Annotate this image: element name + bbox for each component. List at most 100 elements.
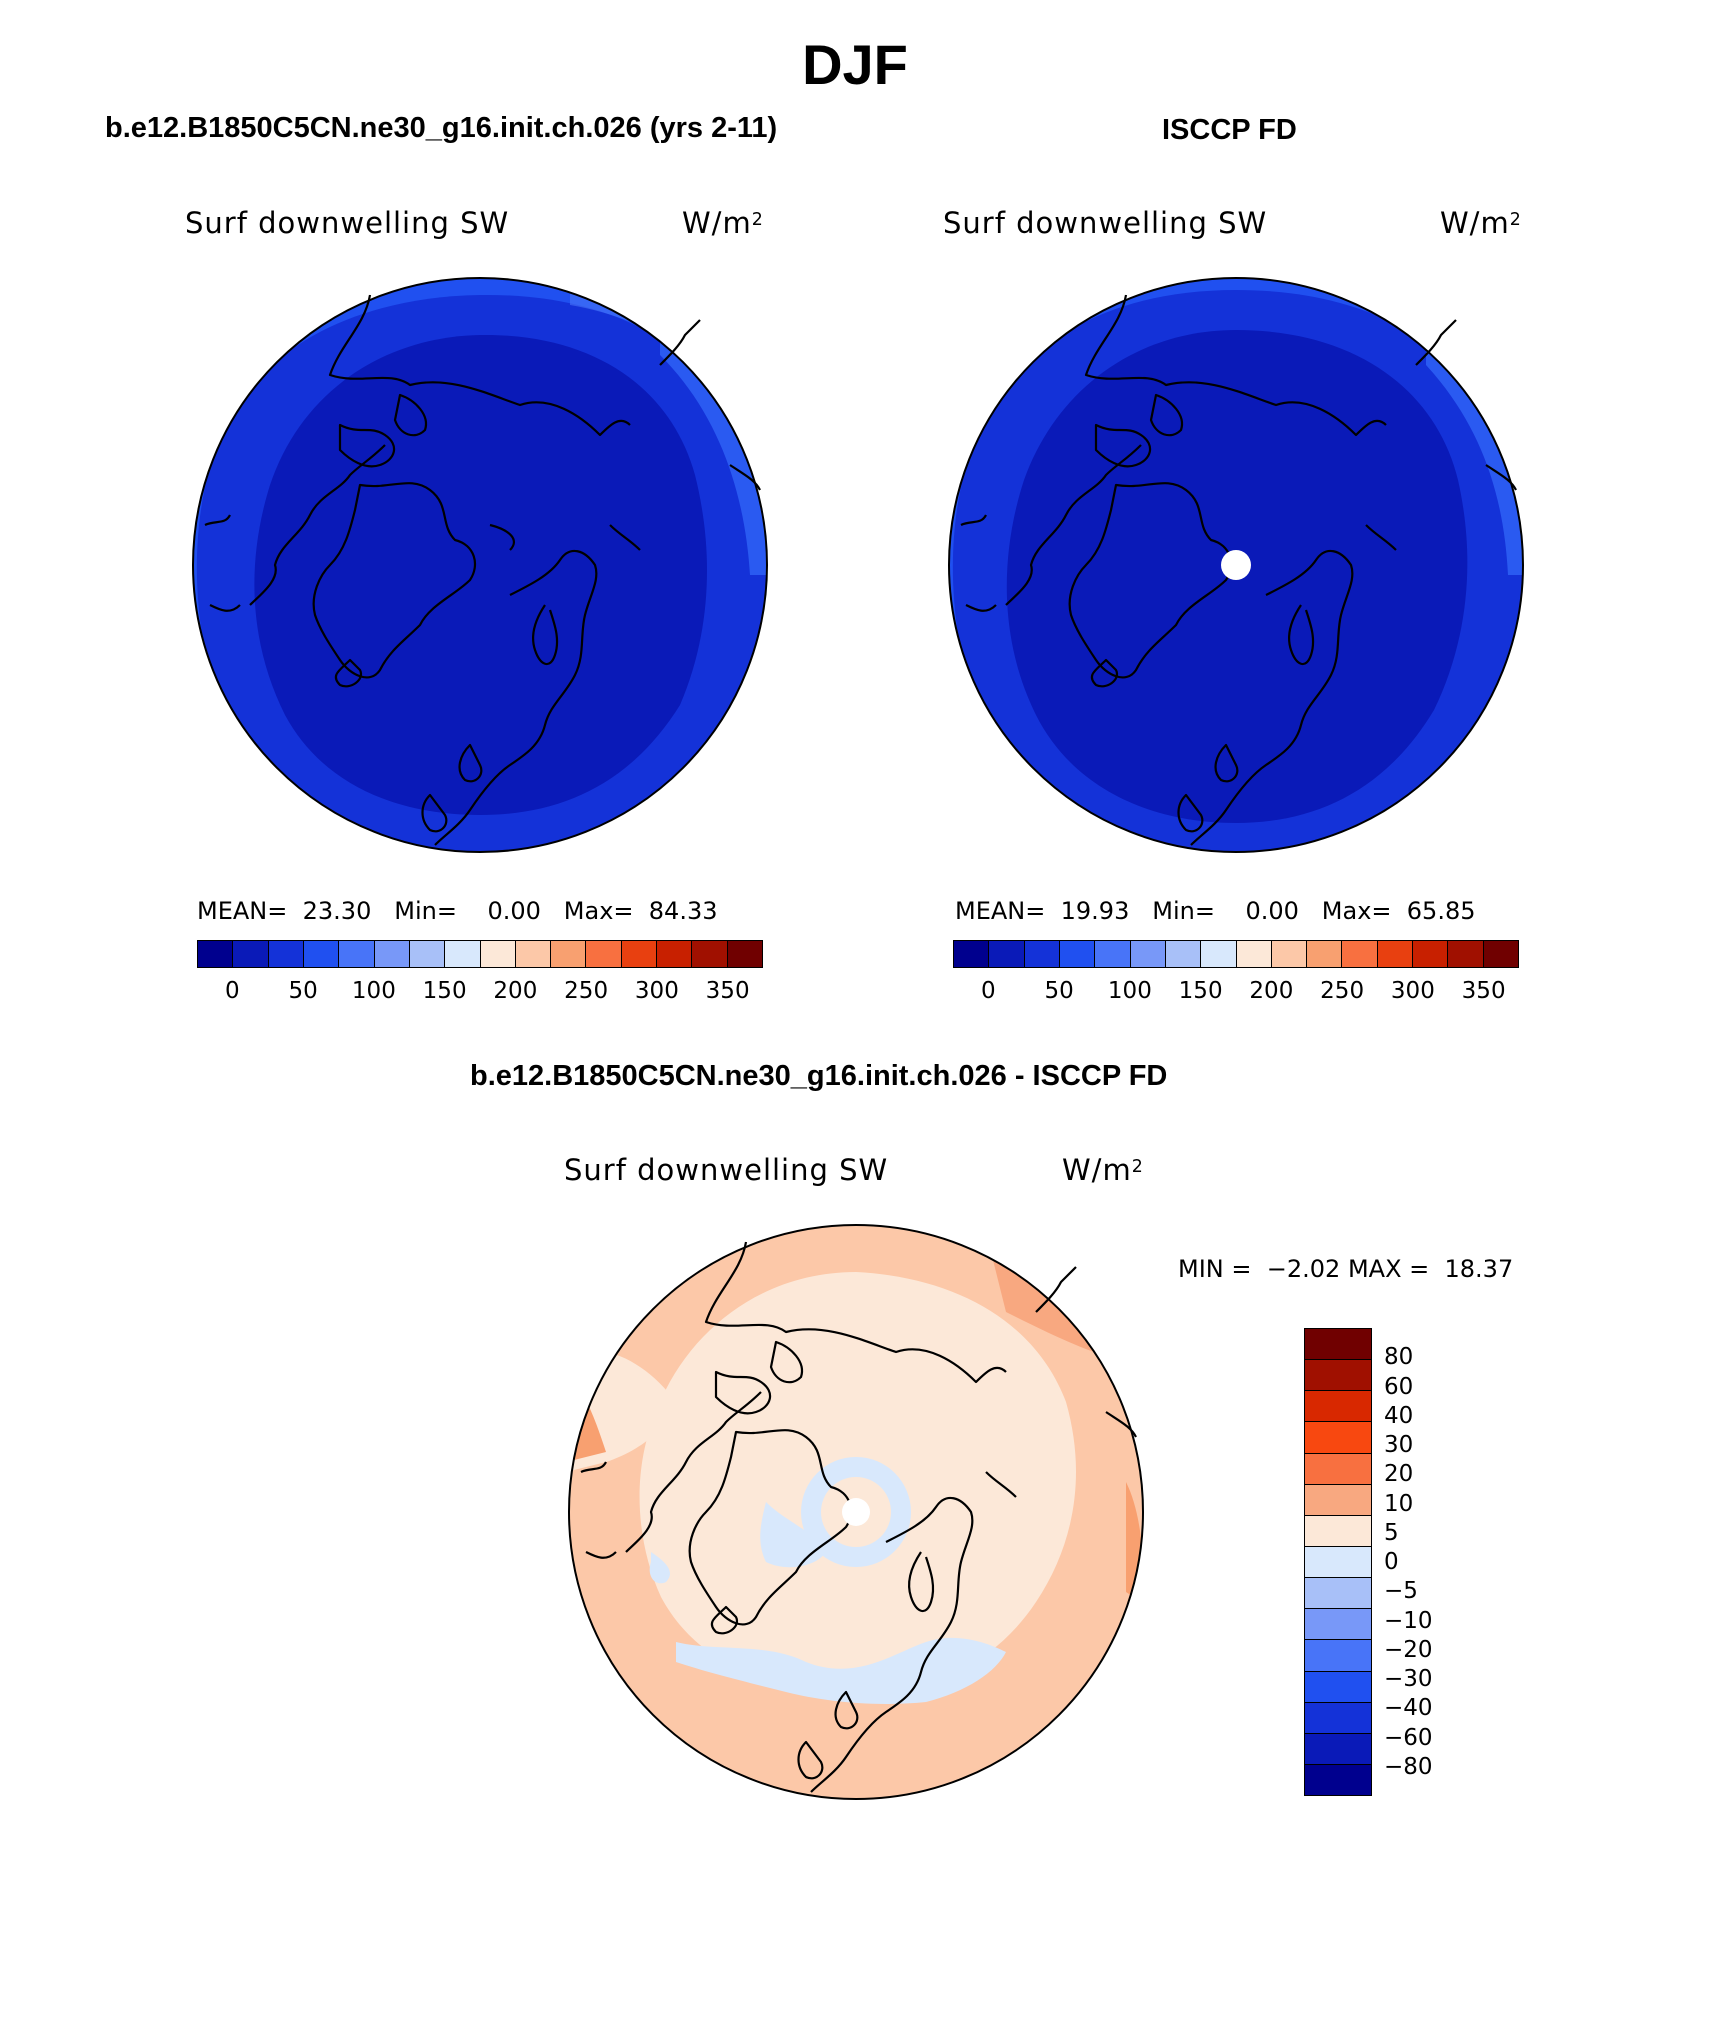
diff-colorbar-swatch [1305,1484,1371,1516]
diff-colorbar-swatch [1305,1453,1371,1485]
diff-colorbar-swatch [1305,1578,1371,1610]
diff-colorbar-tick-label: −5 [1384,1578,1418,1605]
diff-colorbar-tick-label: 10 [1384,1490,1414,1517]
panel-2-colorbar-swatch [1236,941,1272,967]
panel-2-colorbar-swatch [1024,941,1060,967]
diff-stats: MIN = −2.02 MAX = 18.37 [1178,1255,1514,1283]
panel-1-colorbar-swatch [198,941,234,967]
panel-2-colorbar [953,940,1519,968]
diff-colorbar-swatch [1305,1702,1371,1734]
diff-colorbar-swatch [1305,1546,1371,1579]
diff-colorbar-tick-label: −40 [1384,1695,1433,1722]
panel-2-missing-pole [1221,550,1251,580]
diff-colorbar-tick-label: −20 [1384,1636,1433,1663]
diff-colorbar-tick-label: 5 [1384,1519,1399,1546]
panel-1-colorbar-tick-label: 50 [288,978,318,1004]
diff-colorbar-swatch [1305,1422,1371,1454]
panel-2-colorbar-tick-label: 250 [1320,978,1365,1004]
panel-1-colorbar-swatch [657,941,693,967]
panel-1-colorbar-swatch [692,941,728,967]
panel-2-units-label: W/m2 [1440,206,1522,240]
panel-2-colorbar-swatch [1307,941,1343,967]
diff-colorbar-tick-label: 0 [1384,1549,1399,1575]
diff-colorbar-ticks: 80 60 40 30 20 10 5 0 −5 −10 −20 −30 −40 −60 −80 [1384,1328,1464,1796]
diff-colorbar-tick-label: −80 [1384,1753,1433,1780]
panel-2-stats: MEAN= 19.93 Min= 0.00 Max= 65.85 [955,897,1476,925]
panel-1-colorbar-tick-label: 250 [564,978,609,1004]
panel-2-colorbar-swatch [1130,941,1166,967]
panel-1-colorbar-tick-label: 200 [493,978,538,1004]
panel-2-colorbar-swatch [1342,941,1378,967]
panel-2-variable-label: Surf downwelling SW [943,206,1268,240]
panel-1-colorbar-swatch [480,941,516,967]
panel-1-units-label: W/m2 [682,206,764,240]
diff-coastline [580,1241,1137,1793]
panel-2-colorbar-tick-label: 300 [1390,978,1435,1004]
diff-colorbar-swatch [1305,1609,1371,1641]
diff-units-label: W/m2 [1062,1153,1144,1187]
panel-1-variable-label: Surf downwelling SW [185,206,510,240]
panel-2-heading: ISCCP FD [1162,114,1297,146]
panel-1-colorbar-swatch [551,941,587,967]
panel-2-colorbar-swatch [1448,941,1484,967]
panel-1-polar-map [192,277,768,853]
panel-1-colorbar-tick-label: 150 [422,978,467,1004]
diff-colorbar-swatch [1305,1640,1371,1672]
diff-colorbar-swatch [1305,1764,1371,1796]
panel-2-colorbar-ticks: 0 50 100 150 200 250 300 350 [953,978,1519,1008]
diff-colorbar-tick-label: −60 [1384,1724,1433,1751]
diff-colorbar-swatch [1305,1391,1371,1423]
diff-colorbar-tick-label: 30 [1384,1432,1414,1458]
panel-2-polar-map [948,277,1524,853]
panel-1-colorbar-swatch [233,941,269,967]
panel-1-colorbar-swatch [409,941,446,967]
panel-1-colorbar-swatch [445,941,481,967]
panel-2-colorbar-tick-label: 150 [1178,978,1223,1004]
diff-colorbar-swatch [1305,1671,1371,1703]
diff-colorbar-swatch [1305,1733,1371,1765]
panel-1-stats: MEAN= 23.30 Min= 0.00 Max= 84.33 [197,897,718,925]
diff-variable-label: Surf downwelling SW [564,1153,889,1187]
diff-colorbar-tick-label: −10 [1384,1607,1433,1634]
diff-colorbar-tick-label: −30 [1384,1666,1433,1692]
diff-colorbar-swatch [1305,1360,1371,1392]
panel-2-colorbar-tick-label: 200 [1249,978,1294,1004]
panel-2-colorbar-swatch [1165,941,1202,967]
panel-1-coastline [204,294,761,846]
diff-colorbar-tick-label: 60 [1384,1373,1414,1400]
panel-1-colorbar-tick-label: 100 [351,978,396,1004]
panel-1-colorbar-tick-label: 350 [705,978,750,1004]
panel-1-colorbar-swatch [515,941,552,967]
page-title: DJF [802,33,908,96]
diff-polar-map [568,1224,1144,1800]
panel-1-colorbar-swatch [339,941,375,967]
panel-2-colorbar-swatch [1271,941,1308,967]
panel-1-heading: b.e12.B1850C5CN.ne30_g16.init.ch.026 (yr… [105,112,778,144]
panel-1-colorbar-swatch [727,941,762,967]
diff-colorbar [1304,1328,1372,1796]
panel-1-colorbar-swatch [374,941,410,967]
panel-2-colorbar-swatch [1483,941,1518,967]
diff-missing-pole [842,1498,870,1526]
panel-2-colorbar-tick-label: 100 [1107,978,1152,1004]
panel-2-colorbar-swatch [1413,941,1449,967]
panel-2-colorbar-swatch [1377,941,1414,967]
panel-2-colorbar-tick-label: 50 [1044,978,1074,1004]
diff-heading: b.e12.B1850C5CN.ne30_g16.init.ch.026 - I… [470,1060,1168,1092]
diff-colorbar-tick-label: 80 [1384,1344,1414,1371]
panel-1-colorbar-ticks: 0 50 100 150 200 250 300 350 [197,978,763,1008]
diff-colorbar-swatch [1305,1329,1371,1361]
panel-2-colorbar-swatch [954,941,990,967]
panel-1-colorbar-tick-label: 0 [225,978,240,1004]
panel-1-colorbar-swatch [303,941,340,967]
diff-colorbar-tick-label: 40 [1384,1402,1414,1429]
panel-2-colorbar-swatch [1059,941,1096,967]
panel-2-colorbar-tick-label: 0 [981,978,996,1004]
diff-colorbar-tick-label: 20 [1384,1461,1414,1488]
panel-1-colorbar-swatch [621,941,658,967]
panel-2-colorbar-swatch [1095,941,1131,967]
panel-2-colorbar-swatch [1201,941,1237,967]
panel-1-colorbar [197,940,763,968]
panel-2-colorbar-swatch [989,941,1025,967]
panel-1-colorbar-swatch [586,941,622,967]
